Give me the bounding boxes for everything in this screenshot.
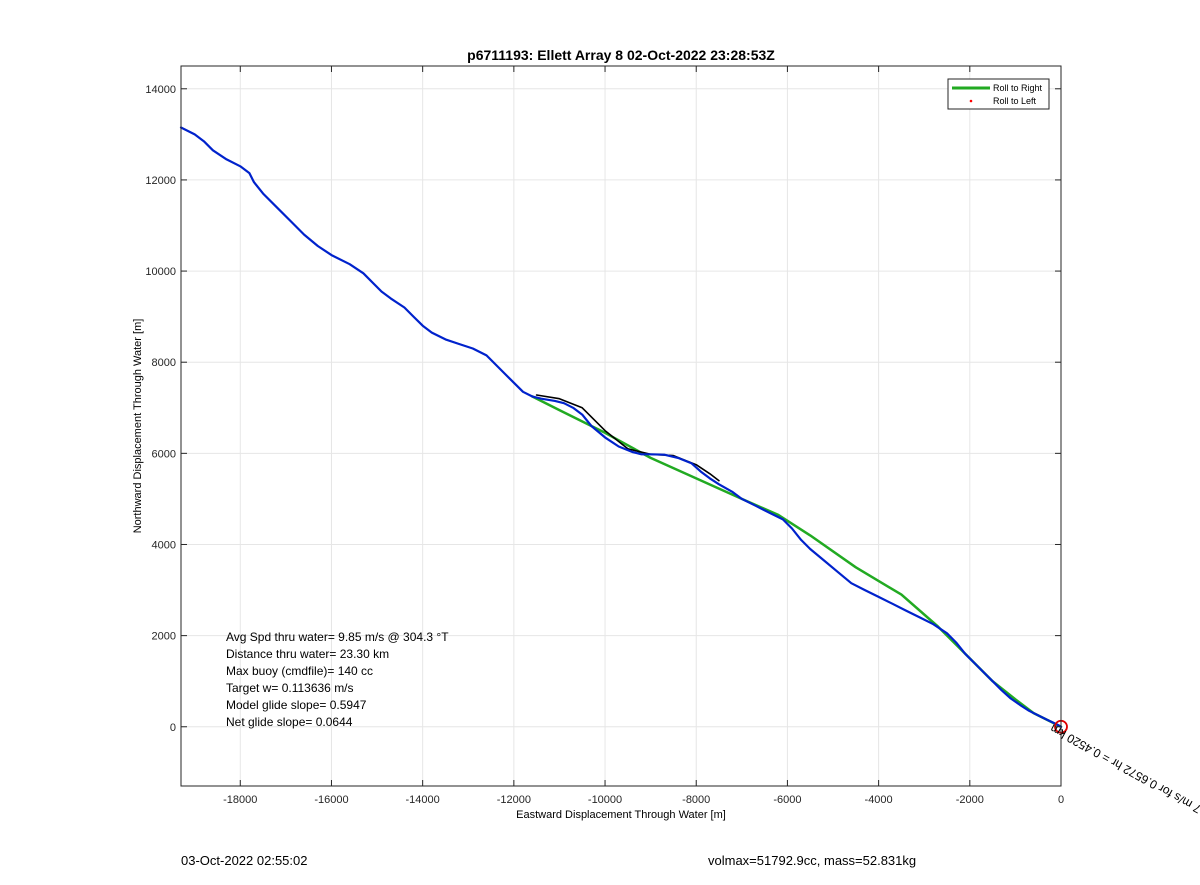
y-tick-label: 8000 <box>152 357 176 369</box>
stat-line: Avg Spd thru water= 9.85 m/s @ 304.3 °T <box>226 630 449 644</box>
y-tick-label: 10000 <box>145 266 176 278</box>
ticks: -18000 -16000 -14000 -12000 -10000 -8000 -6000… <box>145 66 1064 806</box>
footer-mass-info: volmax=51792.9cc, mass=52.831kg <box>708 853 917 868</box>
series-line-black <box>535 394 720 482</box>
y-tick-label: 4000 <box>152 539 176 551</box>
legend-swatch-roll-left <box>969 99 973 103</box>
stats-box: Avg Spd thru water= 9.85 m/s @ 304.3 °T … <box>226 630 449 729</box>
y-tick-label: 0 <box>170 722 176 734</box>
y-tick-label: 2000 <box>152 631 176 643</box>
x-tick-label: -12000 <box>497 794 531 806</box>
grid <box>181 66 1062 786</box>
stat-line: Target w= 0.113636 m/s <box>226 681 354 695</box>
fit-annotation: Fit: 0.1017 m/s for 0.6572 hr = 0.4520 k… <box>1048 721 1200 840</box>
y-tick-label: 6000 <box>152 448 176 460</box>
x-tick-label: -8000 <box>682 794 710 806</box>
series-line-blue-track <box>179 126 1063 728</box>
x-tick-label: -4000 <box>865 794 893 806</box>
x-axis-label: Eastward Displacement Through Water [m] <box>516 809 726 821</box>
series-line-roll-to-right <box>530 395 1063 729</box>
stat-line: Model glide slope= 0.5947 <box>226 698 367 712</box>
legend-box <box>947 78 1050 110</box>
stat-line: Net glide slope= 0.0644 <box>226 715 353 729</box>
x-tick-label: -2000 <box>956 794 984 806</box>
y-axis-label: Northward Displacement Through Water [m] <box>132 319 144 534</box>
x-tick-label: -16000 <box>314 794 348 806</box>
chart-title: p6711193: Ellett Array 8 02-Oct-2022 23:… <box>467 47 775 63</box>
legend-label-roll-right: Roll to Right <box>993 83 1043 93</box>
stat-line: Distance thru water= 23.30 km <box>226 647 389 661</box>
legend-label-roll-left: Roll to Left <box>993 96 1037 106</box>
x-tick-label: -18000 <box>223 794 257 806</box>
x-tick-label: -14000 <box>406 794 440 806</box>
plot-frame <box>180 65 1062 787</box>
x-tick-label: 0 <box>1058 794 1064 806</box>
y-tick-label: 12000 <box>145 175 176 187</box>
stat-line: Max buoy (cmdfile)= 140 cc <box>226 664 373 678</box>
legend: Roll to Right Roll to Left <box>947 78 1050 110</box>
annotation-layer: Fit: 0.1017 m/s for 0.6572 hr = 0.4520 k… <box>1048 721 1200 840</box>
footer-timestamp: 03-Oct-2022 02:55:02 <box>181 853 308 868</box>
x-tick-label: -10000 <box>588 794 622 806</box>
x-tick-label: -6000 <box>773 794 801 806</box>
y-tick-label: 14000 <box>145 84 176 96</box>
